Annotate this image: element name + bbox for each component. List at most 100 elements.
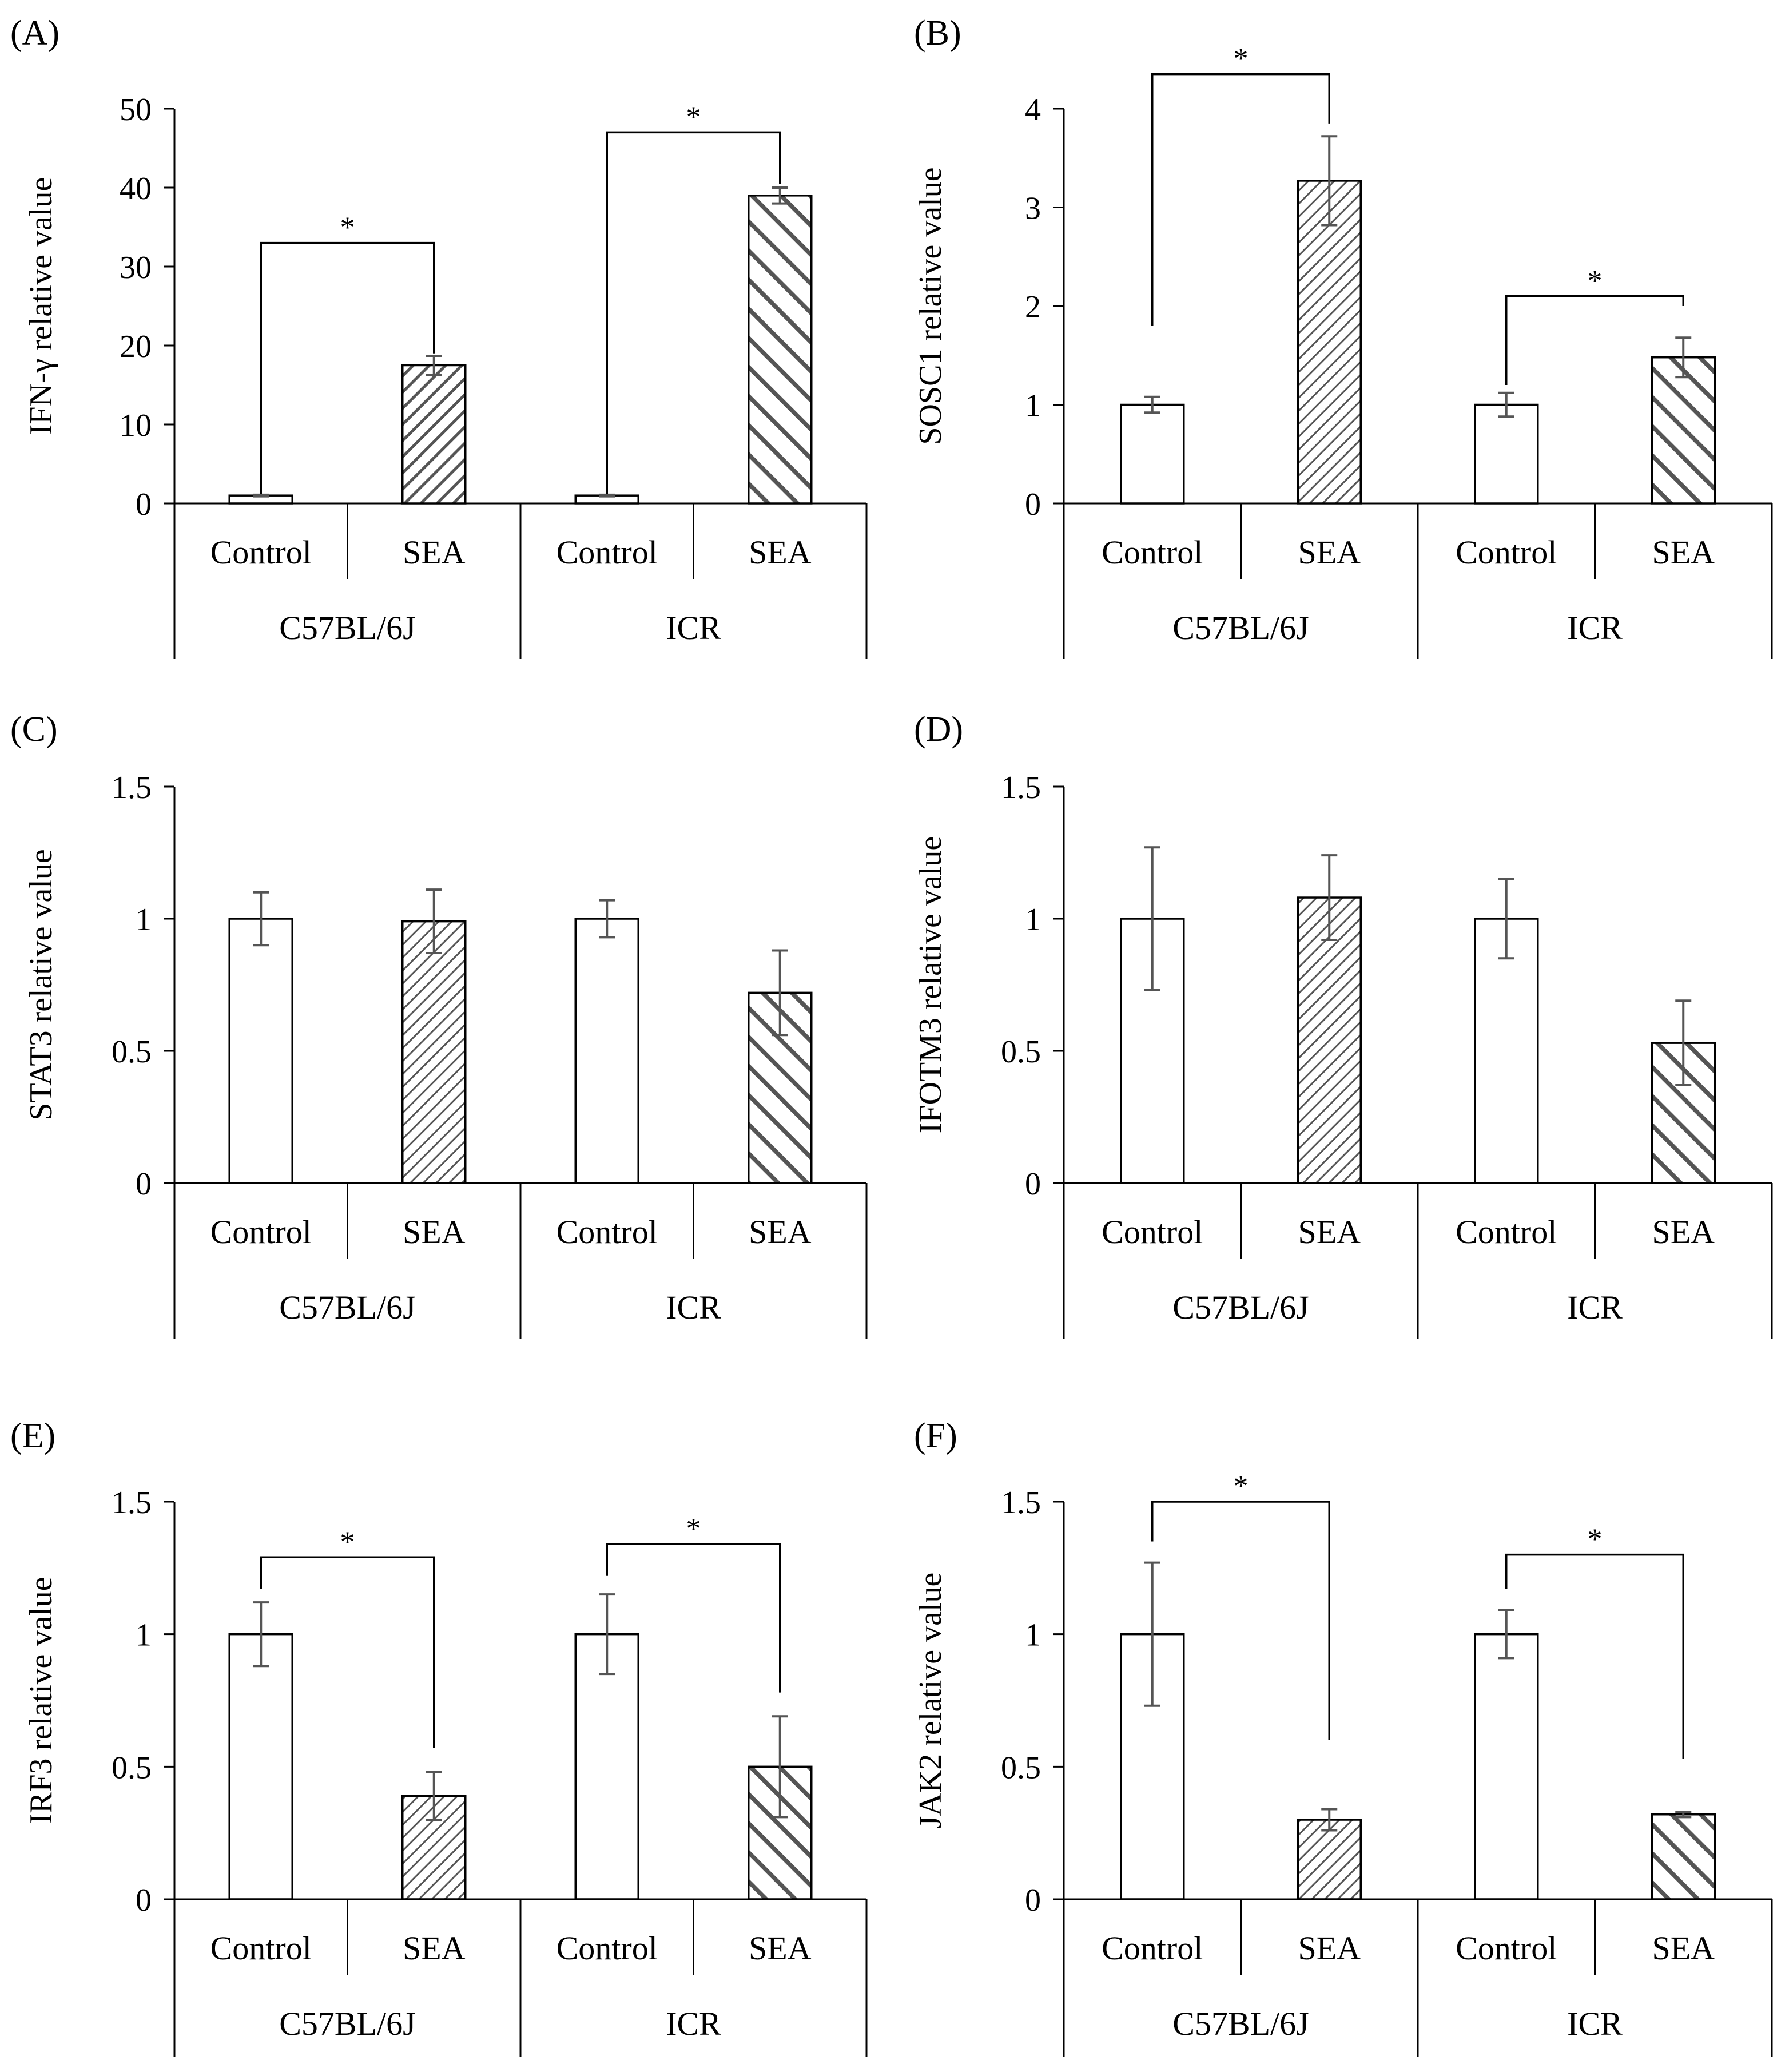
- y-tick-label: 1.5: [1001, 770, 1041, 805]
- x-group-label: C57BL/6J: [279, 609, 416, 646]
- x-group-label: C57BL/6J: [1172, 1289, 1309, 1326]
- x-category-label: Control: [210, 1930, 312, 1967]
- bar: [228, 918, 293, 1184]
- x-category-label: Control: [1456, 1930, 1557, 1967]
- y-tick-label: 0: [1025, 487, 1041, 522]
- y-tick-label: 1: [1025, 388, 1041, 424]
- y-tick-label: 0: [136, 1166, 152, 1202]
- x-group-label: C57BL/6J: [279, 1289, 416, 1326]
- significance-marker: *: [686, 1513, 701, 1545]
- significance-marker: *: [1234, 1470, 1249, 1503]
- bar: [1651, 1813, 1716, 1900]
- significance-marker: *: [340, 1526, 355, 1558]
- y-tick-label: 1: [136, 902, 152, 938]
- y-axis-title: SOSC1 relative value: [913, 167, 948, 444]
- y-axis-title: IFN-γ relative value: [23, 177, 59, 435]
- y-tick-label: 0: [1025, 1883, 1041, 1918]
- x-category-label: SEA: [403, 534, 466, 571]
- panel-label: (C): [10, 710, 58, 749]
- x-category-label: SEA: [749, 1213, 812, 1251]
- y-tick-label: 4: [1025, 92, 1041, 128]
- x-category-label: SEA: [403, 1213, 466, 1251]
- y-tick-label: 10: [120, 408, 152, 443]
- x-category-label: SEA: [749, 1930, 812, 1967]
- x-category-label: SEA: [1298, 1930, 1361, 1967]
- x-category-label: SEA: [1652, 534, 1715, 571]
- x-category-label: Control: [556, 1213, 658, 1251]
- x-category-label: SEA: [1298, 534, 1361, 571]
- bar: [401, 364, 467, 505]
- significance-bracket: [260, 241, 435, 494]
- x-category-label: Control: [556, 1930, 658, 1967]
- chart-panel-f: (F) 0 0.5 1 1.5 JAK2 relative value Control SEA…: [913, 1416, 1773, 2057]
- significance-marker: *: [1588, 265, 1603, 297]
- chart-panel-e: (E) 0 0.5 1 1.5 IRF3 relative value Control SEA…: [10, 1416, 868, 2057]
- x-category-label: Control: [1456, 1213, 1557, 1251]
- y-tick-label: 50: [120, 92, 152, 128]
- significance-bracket: [606, 1543, 781, 1693]
- bar: [574, 1633, 639, 1900]
- y-axis-title: IFOTM3 relative value: [913, 836, 948, 1133]
- x-category-label: Control: [210, 534, 312, 571]
- x-category-label: Control: [1456, 534, 1557, 571]
- bar: [1651, 356, 1716, 505]
- y-tick-label: 3: [1025, 191, 1041, 227]
- chart-panel-d: (D) 0 0.5 1 1.5 IFOTM3 relative value Control S…: [913, 710, 1773, 1339]
- y-tick-label: 1: [136, 1618, 152, 1653]
- y-tick-label: 2: [1025, 289, 1041, 325]
- x-category-label: Control: [1102, 1930, 1203, 1967]
- panel-label: (F): [914, 1416, 957, 1455]
- significance-marker: *: [1588, 1523, 1603, 1556]
- y-tick-label: 30: [120, 250, 152, 285]
- x-group-label: C57BL/6J: [279, 2005, 416, 2042]
- bar: [1120, 403, 1185, 505]
- bar: [1297, 896, 1362, 1184]
- bar: [1474, 403, 1539, 505]
- y-tick-label: 1: [1025, 902, 1041, 938]
- significance-bracket: [1505, 1553, 1684, 1759]
- y-tick-label: 0.5: [1001, 1750, 1041, 1785]
- x-group-label: ICR: [1567, 609, 1623, 646]
- y-tick-label: 1.5: [112, 1485, 152, 1521]
- x-group-label: C57BL/6J: [1172, 2005, 1309, 2042]
- bar: [748, 195, 813, 505]
- y-axis-title: JAK2 relative value: [913, 1573, 948, 1829]
- bar: [574, 918, 639, 1184]
- x-category-label: Control: [556, 534, 658, 571]
- bar: [1474, 918, 1539, 1184]
- y-tick-label: 1.5: [112, 770, 152, 805]
- significance-bracket: [1151, 73, 1330, 326]
- bar: [1474, 1633, 1539, 1900]
- bar: [401, 920, 467, 1184]
- x-group-label: C57BL/6J: [1172, 609, 1309, 646]
- significance-bracket: [1151, 1501, 1330, 1740]
- y-tick-label: 20: [120, 329, 152, 364]
- panel-label: (A): [10, 14, 59, 53]
- bar: [228, 1633, 293, 1900]
- x-category-label: Control: [1102, 534, 1203, 571]
- x-group-label: ICR: [666, 609, 721, 646]
- y-tick-label: 1: [1025, 1618, 1041, 1653]
- panel-label: (D): [914, 710, 963, 749]
- chart-panel-c: (C) 0 0.5 1 1.5 STAT3 relative value Control SE…: [10, 710, 868, 1339]
- significance-marker: *: [340, 212, 355, 244]
- y-tick-label: 0.5: [112, 1034, 152, 1070]
- y-axis-title: STAT3 relative value: [23, 849, 59, 1120]
- x-category-label: Control: [1102, 1213, 1203, 1251]
- significance-marker: *: [1234, 43, 1249, 76]
- y-tick-label: 0: [136, 487, 152, 522]
- panel-label: (E): [10, 1416, 55, 1455]
- panel-label: (B): [914, 14, 961, 53]
- significance-bracket: [606, 131, 781, 494]
- y-tick-label: 0: [136, 1883, 152, 1918]
- y-tick-label: 0.5: [112, 1750, 152, 1785]
- bar: [1297, 180, 1362, 505]
- significance-marker: *: [686, 101, 701, 133]
- x-category-label: SEA: [1652, 1213, 1715, 1251]
- significance-bracket: [1505, 295, 1684, 385]
- y-tick-label: 0.5: [1001, 1034, 1041, 1070]
- y-tick-label: 40: [120, 171, 152, 207]
- x-category-label: SEA: [1298, 1213, 1361, 1251]
- x-group-label: ICR: [666, 2005, 721, 2042]
